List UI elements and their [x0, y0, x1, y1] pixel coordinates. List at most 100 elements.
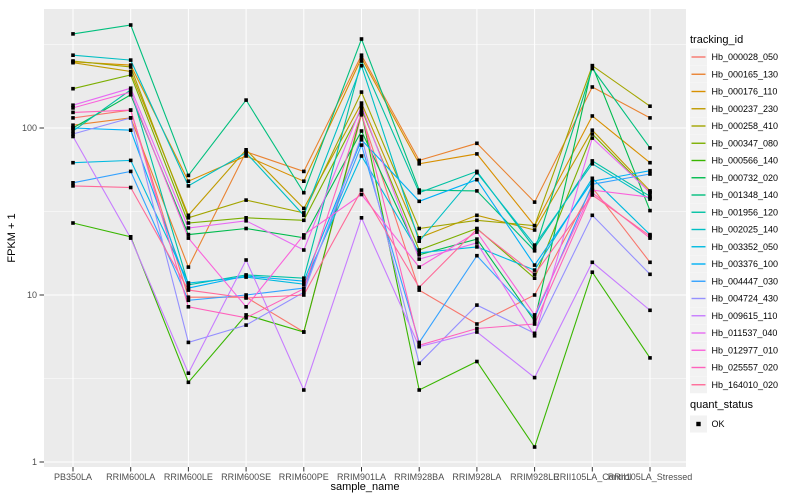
data-point-Hb_004724_430-RRIM928BA	[417, 361, 421, 366]
x-tick-label-RRIM928LA: RRIM928LA	[452, 472, 501, 482]
data-point-Hb_000028_050-RRII105LA_Control	[590, 185, 595, 190]
data-point-Hb_012977_010-RRII105LA_Stressed	[648, 195, 652, 199]
legend-label-Hb_012977_010: Hb_012977_010	[712, 345, 779, 355]
data-point-Hb_012977_010-RRIM901LA	[359, 192, 364, 197]
data-point-Hb_001348_140-RRIM600LE	[186, 173, 191, 178]
data-point-Hb_000347_080-PB350LA	[71, 86, 75, 91]
data-point-Hb_009615_110-RRIM600SE	[244, 258, 248, 262]
data-point-Hb_002025_140-RRIM600PE	[302, 213, 306, 218]
data-point-Hb_000566_140-PB350LA	[71, 221, 75, 225]
x-tick-label-RRIM928BA: RRIM928BA	[394, 472, 444, 482]
data-point-Hb_025557_020-PB350LA	[71, 110, 75, 115]
legend-item-Hb_000165_130: Hb_000165_130	[690, 65, 778, 83]
plot-panel	[44, 9, 686, 467]
data-point-Hb_012977_010-RRIM600LE	[186, 236, 191, 240]
data-point-Hb_009615_110-RRIM600PE	[302, 388, 306, 392]
data-point-Hb_000347_080-RRIM600PE	[302, 218, 306, 223]
data-point-Hb_025557_020-RRII105LA_Stressed	[648, 236, 652, 240]
data-point-Hb_000237_230-RRIM600PE	[302, 206, 306, 211]
data-point-Hb_000258_410-RRIM928LA	[475, 218, 479, 223]
data-point-Hb_000176_110-RRIM600SE	[244, 154, 248, 158]
legend-label-Hb_001956_120: Hb_001956_120	[712, 207, 779, 217]
data-point-Hb_000258_410-RRIM600LE	[186, 216, 191, 220]
legend-label-Hb_000176_110: Hb_000176_110	[712, 87, 778, 97]
data-point-Hb_000258_410-RRIM901LA	[359, 90, 364, 94]
data-point-Hb_000258_410-RRIM600LA	[128, 65, 133, 69]
data-point-Hb_000237_230-RRIM600SE	[244, 148, 248, 152]
data-point-Hb_025557_020-RRIM600PE	[302, 286, 306, 291]
legend-item-Hb_003352_050: Hb_003352_050	[690, 238, 778, 256]
data-point-Hb_002025_140-RRIM928LA	[475, 170, 479, 175]
data-point-Hb_004447_030-PB350LA	[71, 181, 75, 185]
data-point-Hb_003352_050-RRIM901LA	[359, 154, 364, 158]
data-point-Hb_009615_110-PB350LA	[71, 134, 75, 139]
legend-label-Hb_004447_030: Hb_004447_030	[712, 276, 779, 286]
data-point-Hb_001348_140-RRII105LA_Control	[590, 66, 595, 71]
data-point-Hb_004724_430-RRIM600LE	[186, 340, 191, 345]
data-point-Hb_004724_430-PB350LA	[71, 132, 75, 136]
data-point-Hb_003352_050-RRIM600LA	[128, 158, 133, 163]
data-point-Hb_164010_020-RRII105LA_Control	[590, 193, 595, 197]
data-point-Hb_004447_030-RRIM600LE	[186, 298, 191, 303]
data-point-Hb_001348_140-RRIM600LA	[128, 23, 133, 27]
data-point-Hb_025557_020-RRIM928LA	[475, 326, 479, 331]
data-point-Hb_002025_140-RRIM901LA	[359, 63, 364, 68]
data-point-Hb_001348_140-RRIM901LA	[359, 37, 364, 41]
x-tick-label-RRIM600PE: RRIM600PE	[279, 472, 329, 482]
data-point-Hb_000028_050-RRII105LA_Stressed	[648, 260, 652, 265]
data-point-Hb_000347_080-RRII105LA_Control	[590, 132, 595, 136]
legend-item-Hb_004447_030: Hb_004447_030	[690, 272, 779, 290]
legend-quant-status	[690, 415, 707, 433]
data-point-Hb_004724_430-RRII105LA_Stressed	[648, 272, 652, 277]
y-tick-label-100: 100	[22, 123, 37, 133]
data-point-Hb_003376_100-RRIM600SE	[244, 274, 248, 278]
legend-label-Hb_000237_230: Hb_000237_230	[712, 104, 779, 114]
legend-label-Hb_164010_020: Hb_164010_020	[712, 380, 779, 390]
data-point-Hb_002025_140-RRIM928LE	[532, 243, 537, 247]
data-point-Hb_000165_130-RRIM600PE	[302, 169, 306, 174]
data-point-Hb_012977_010-RRIM600LA	[128, 90, 133, 94]
data-point-Hb_001956_120-RRIM928LE	[532, 246, 537, 250]
data-point-Hb_000258_410-RRIM600PE	[302, 211, 306, 215]
data-point-Hb_003376_100-RRII105LA_Control	[590, 179, 595, 183]
x-tick-label-RRII105LA_Stressed: RRII105LA_Stressed	[608, 472, 693, 482]
data-point-Hb_011537_040-PB350LA	[71, 103, 75, 107]
data-point-Hb_000165_130-PB350LA	[71, 123, 75, 127]
data-point-Hb_000176_110-RRII105LA_Stressed	[648, 160, 652, 165]
data-point-Hb_004724_430-RRIM600PE	[302, 290, 306, 294]
data-point-Hb_003352_050-RRIM600LE	[186, 281, 191, 285]
data-point-Hb_003352_050-RRIM600PE	[302, 282, 306, 286]
data-point-Hb_025557_020-RRIM600LA	[128, 108, 133, 112]
data-point-Hb_000732_020-RRIM928BA	[417, 253, 421, 257]
y-tick-label-1: 1	[32, 457, 37, 467]
data-point-Hb_011537_040-RRII105LA_Stressed	[648, 190, 652, 195]
data-point-Hb_002025_140-RRII105LA_Stressed	[648, 197, 652, 201]
data-point-Hb_000732_020-RRIM928LE	[532, 319, 537, 323]
data-point-Hb_012977_010-RRIM928LE	[532, 313, 537, 317]
data-point-Hb_000566_140-RRII105LA_Control	[590, 270, 595, 274]
data-point-Hb_009615_110-RRIM600LE	[186, 371, 191, 375]
data-point-Hb_164010_020-RRIM901LA	[359, 188, 364, 192]
data-point-Hb_004447_030-RRIM928BA	[417, 340, 421, 345]
data-point-Hb_012977_010-RRII105LA_Control	[590, 188, 595, 192]
x-tick-label-RRIM928LE: RRIM928LE	[510, 472, 559, 482]
data-point-Hb_003376_100-RRIM901LA	[359, 138, 364, 142]
data-point-Hb_164010_020-RRII105LA_Stressed	[648, 234, 652, 238]
data-point-Hb_011537_040-RRIM600LE	[186, 226, 191, 230]
data-point-Hb_000258_410-RRIM928BA	[417, 226, 421, 231]
data-point-Hb_000566_140-RRIM928LA	[475, 359, 479, 364]
legend-square-marker-ok	[696, 421, 701, 427]
data-point-Hb_003376_100-RRII105LA_Stressed	[648, 168, 652, 173]
legend-item-Hb_001956_120: Hb_001956_120	[690, 203, 779, 221]
data-point-Hb_001348_140-RRIM600SE	[244, 98, 248, 102]
x-axis-title: sample_name	[330, 481, 399, 493]
data-point-Hb_001348_140-RRIM600PE	[302, 190, 306, 195]
data-point-Hb_000566_140-RRIM928LE	[532, 445, 537, 449]
data-point-Hb_000165_130-RRII105LA_Stressed	[648, 116, 652, 120]
data-point-Hb_000732_020-RRIM600LA	[128, 93, 133, 97]
data-point-Hb_012977_010-PB350LA	[71, 106, 75, 110]
data-point-Hb_164010_020-RRIM600LE	[186, 288, 191, 292]
data-point-Hb_000347_080-RRIM600LE	[186, 221, 191, 225]
data-point-Hb_000028_050-RRIM928LA	[475, 322, 479, 326]
